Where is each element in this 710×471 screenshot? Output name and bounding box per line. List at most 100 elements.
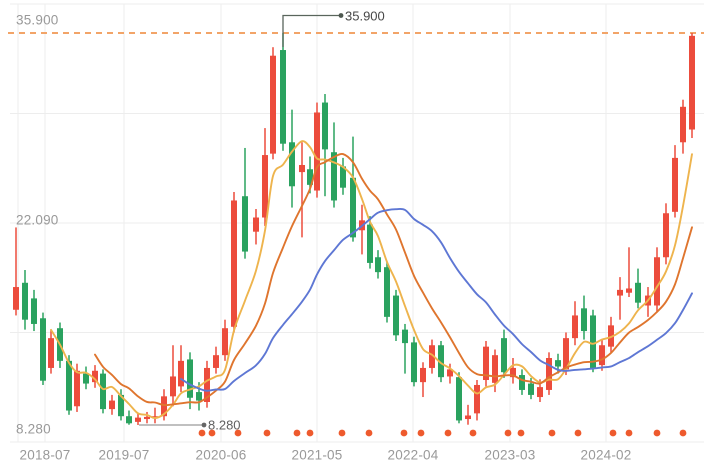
candle-up: [654, 257, 660, 306]
candle-down: [40, 318, 46, 381]
candle-down: [367, 224, 373, 263]
candle-up: [546, 358, 552, 390]
x-axis-label-2024-02: 2024-02: [580, 447, 632, 463]
candle-up: [92, 370, 98, 383]
candle-up: [420, 367, 426, 383]
event-dot: [609, 429, 617, 437]
candle-down: [340, 166, 346, 188]
candle-down: [322, 102, 328, 150]
event-dot: [365, 429, 373, 437]
event-dot: [444, 429, 452, 437]
candle-up: [599, 345, 605, 366]
candle-up: [109, 400, 115, 410]
event-dot: [208, 429, 216, 437]
max-annotation-connector: [282, 14, 341, 48]
ma-line-ma20: [180, 207, 693, 392]
candle-down: [456, 377, 462, 421]
candle-down: [196, 392, 202, 401]
candle-up: [663, 213, 669, 258]
min-price-annotation: 8.280: [208, 417, 241, 433]
candle-down: [438, 345, 444, 378]
ma-line-ma10: [94, 152, 693, 407]
candle-up: [161, 396, 167, 417]
x-axis-label-2022-04: 2022-04: [387, 447, 439, 463]
candle-down: [581, 308, 587, 332]
candle-down: [590, 315, 596, 368]
candle-down: [519, 375, 525, 390]
candle-up: [231, 200, 237, 327]
candle-up: [572, 315, 578, 339]
candle-up: [204, 367, 210, 403]
candle-up: [74, 370, 80, 407]
event-dot: [504, 429, 512, 437]
candle-down: [411, 342, 417, 383]
x-axis-label-2018-07: 2018-07: [19, 447, 71, 463]
x-axis-label-2020-06: 2020-06: [195, 447, 247, 463]
candle-down: [118, 394, 124, 417]
min-annotation-dot: [201, 422, 207, 428]
candle-down: [635, 282, 641, 303]
candle-down: [307, 169, 313, 185]
candle-up: [222, 328, 228, 356]
candle-up: [617, 289, 623, 296]
candle-up: [672, 157, 678, 212]
event-dot: [517, 429, 525, 437]
candle-up: [135, 417, 141, 422]
candle-up: [178, 360, 184, 387]
candle-up: [510, 367, 516, 378]
event-dot: [469, 429, 477, 437]
candle-up: [299, 164, 305, 173]
event-dot: [653, 429, 661, 437]
candle-up: [680, 106, 686, 143]
event-dot: [400, 429, 408, 437]
max-price-annotation: 35.900: [345, 8, 385, 23]
candle-down: [31, 298, 37, 324]
candle-down: [187, 359, 193, 398]
event-dot: [338, 429, 346, 437]
x-axis-label-2019-07: 2019-07: [98, 447, 150, 463]
candle-down: [384, 267, 390, 317]
event-dot: [574, 429, 582, 437]
y-axis-label-max: 35.900: [16, 12, 59, 28]
event-dot: [548, 429, 556, 437]
candle-down: [375, 257, 381, 273]
candle-down: [393, 295, 399, 336]
candle-down: [528, 383, 534, 395]
candle-up: [170, 376, 176, 397]
candle-up: [537, 387, 543, 398]
candle-down: [22, 282, 28, 320]
event-dot: [234, 429, 242, 437]
event-dot: [198, 429, 206, 437]
candle-down: [402, 329, 408, 344]
y-axis-label-mid: 22.090: [16, 212, 59, 228]
candle-up: [213, 355, 219, 368]
candle-up: [314, 112, 320, 191]
candle-up: [270, 55, 276, 154]
candle-up: [48, 338, 54, 368]
candle-up: [465, 415, 471, 420]
candle-down: [83, 373, 89, 384]
candle-up: [253, 217, 259, 232]
candle-down: [350, 177, 356, 238]
event-dot: [306, 429, 314, 437]
candle-down: [100, 373, 106, 410]
x-axis-label-2021-05: 2021-05: [291, 447, 343, 463]
y-axis-label-min: 8.280: [16, 421, 51, 437]
candle-down: [501, 338, 507, 373]
candle-down: [126, 416, 132, 424]
candle-up: [492, 355, 498, 383]
candle-down: [66, 360, 72, 411]
candle-up: [144, 416, 150, 420]
candle-down: [280, 50, 286, 144]
candle-up: [447, 369, 453, 377]
event-dot: [263, 429, 271, 437]
candle-up: [429, 345, 435, 368]
candle-up: [626, 288, 632, 293]
event-dot: [679, 429, 687, 437]
candle-up: [262, 155, 268, 218]
candle-down: [289, 142, 295, 187]
event-dot: [625, 429, 633, 437]
candle-up: [563, 338, 569, 370]
